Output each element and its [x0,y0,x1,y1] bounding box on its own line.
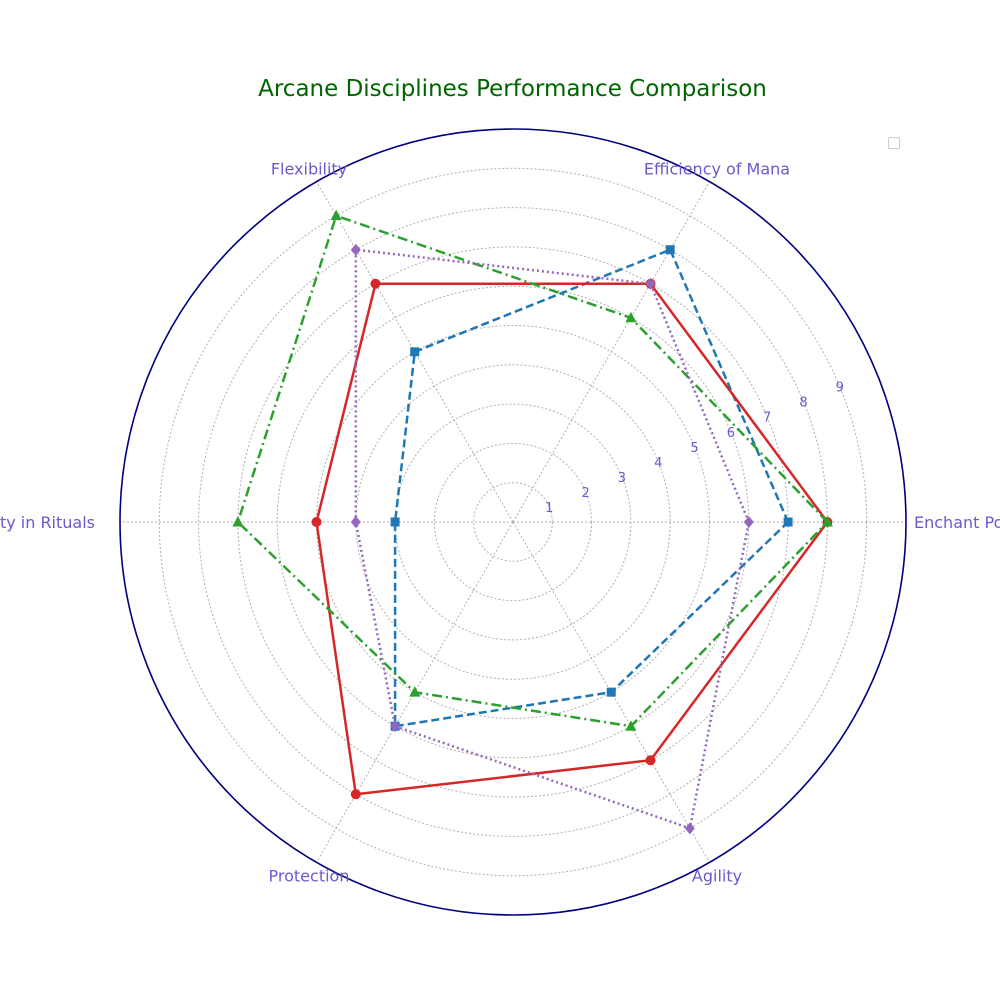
data-point [350,789,361,800]
data-point [645,755,656,766]
axis-label: Complexity in Rituals [0,513,95,532]
data-point [311,517,322,527]
data-point [390,720,401,733]
radial-tick-label: 9 [836,381,844,396]
data-point [684,822,695,835]
radial-tick-layer: 1 2 3 4 5 6 7 8 9 [545,381,844,516]
data-point [625,311,637,323]
outer-circle [119,128,907,916]
data-point [370,278,381,289]
radial-tick-label: 1 [545,501,553,516]
axis-label-layer: Enchant Power Efficiency of Mana Flexibili… [0,160,1000,886]
chart-title: Arcane Disciplines Performance Compariso… [258,76,767,102]
radial-tick-label: 3 [618,471,626,486]
data-point [350,516,361,528]
axis-label: Protection [269,866,350,885]
legend-box [888,137,900,149]
data-point [645,277,656,290]
radial-tick-label: 8 [799,396,807,411]
grid-spoke [512,181,710,523]
radial-tick-label: 2 [581,486,589,501]
series-layer [232,209,833,835]
data-point [821,516,833,527]
data-point [409,686,421,697]
axis-label: Enchant Power [914,513,1000,532]
data-point [330,209,342,221]
data-point [606,687,616,697]
data-point [232,516,244,527]
data-point [410,347,420,357]
radial-tick-label: 4 [654,456,662,471]
data-point [390,517,400,527]
axis-label: Agility [692,866,742,885]
data-point [665,245,675,255]
radial-tick-label: 6 [727,426,735,441]
data-point [350,243,361,256]
data-point [743,516,754,528]
grid-circle [473,482,553,562]
data-point [625,720,637,731]
axis-label: Efficiency of Mana [644,160,790,179]
axis-label: Flexibility [271,160,347,179]
radial-tick-label: 5 [690,441,698,456]
radial-tick-label: 7 [763,411,771,426]
series-line [236,214,829,728]
grid-circle [433,442,593,602]
data-point [783,517,793,527]
